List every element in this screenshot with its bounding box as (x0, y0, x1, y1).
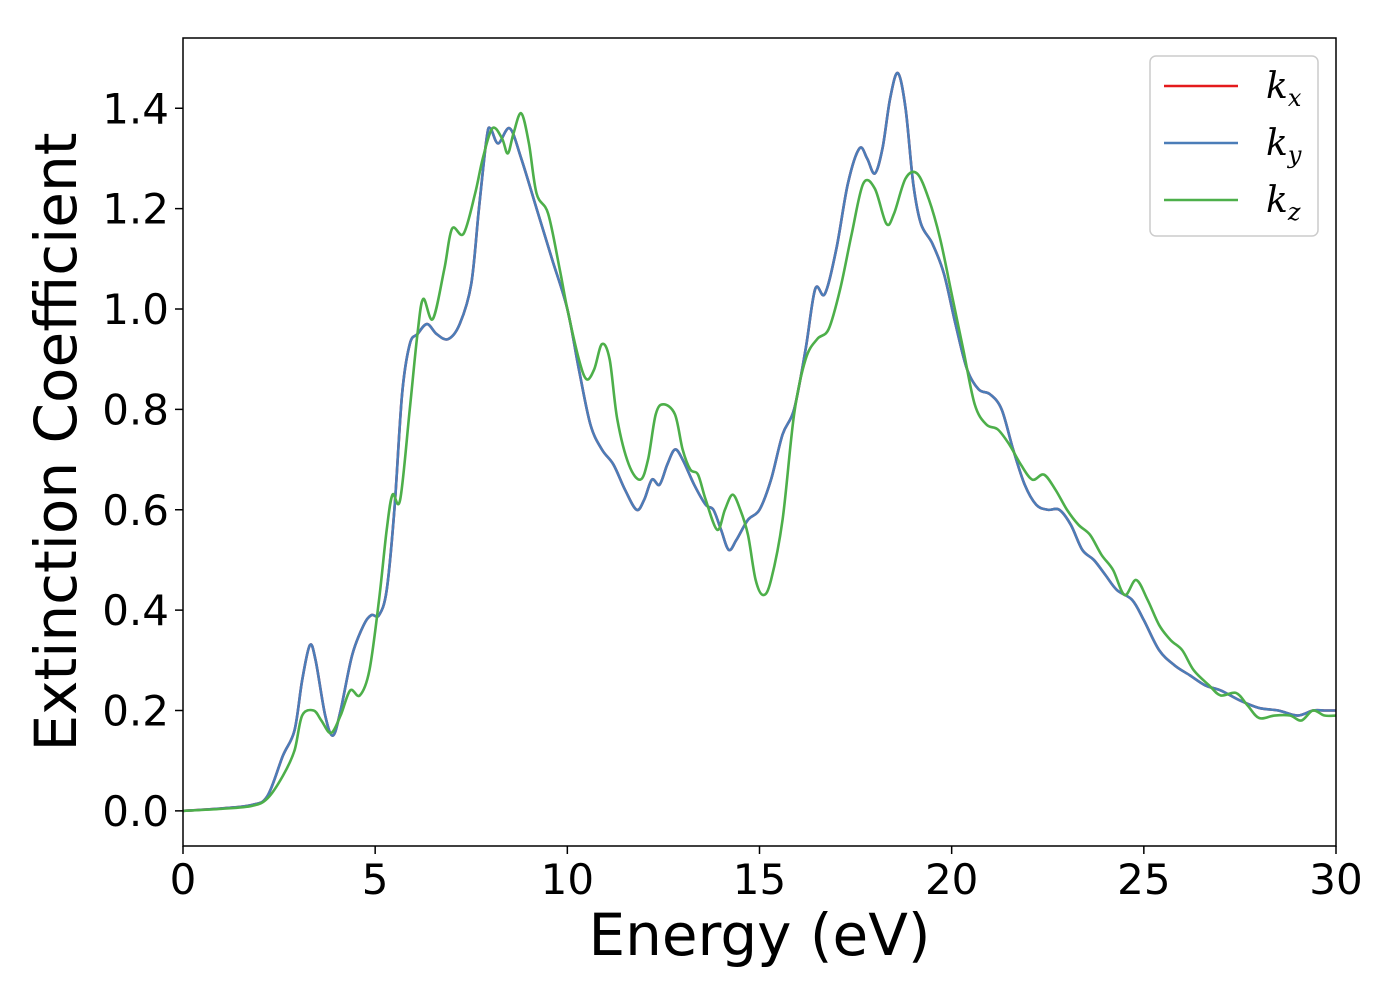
y-tick-label: 1.4 (102, 84, 169, 133)
x-tick-label: 25 (1117, 855, 1170, 904)
y-tick-label: 0.2 (102, 686, 169, 735)
plot-area (183, 38, 1336, 846)
x-tick-label: 20 (925, 855, 978, 904)
x-tick-label: 15 (733, 855, 786, 904)
x-tick-label: 30 (1309, 855, 1362, 904)
y-tick-label: 0.0 (102, 787, 169, 836)
legend-label-k-y: ky (1266, 123, 1302, 169)
y-tick-label: 0.8 (102, 385, 169, 434)
x-tick-label: 0 (170, 855, 197, 904)
x-tick-label: 5 (362, 855, 389, 904)
y-tick-label: 1.2 (102, 185, 169, 234)
series-line-k-y (183, 71, 1336, 813)
y-tick-label: 0.6 (102, 486, 169, 535)
legend-box (1149, 55, 1319, 237)
x-axis-title: Energy (eV) (588, 901, 930, 969)
legend: kx ky kz (1149, 55, 1319, 237)
series-line-k-z (183, 111, 1336, 813)
y-axis: 0.0 0.2 0.4 0.6 0.8 1.0 1.2 1.4 (102, 84, 183, 836)
x-tick-label: 10 (541, 855, 594, 904)
y-tick-label: 1.0 (102, 285, 169, 334)
y-tick-label: 0.4 (102, 586, 169, 635)
series-group (183, 71, 1336, 813)
x-axis: 0 5 10 15 20 25 30 (170, 846, 1363, 904)
legend-label-k-x: kx (1266, 66, 1302, 112)
y-axis-title: Extinction Coefficient (22, 133, 90, 752)
legend-label-k-z: kz (1266, 180, 1301, 226)
